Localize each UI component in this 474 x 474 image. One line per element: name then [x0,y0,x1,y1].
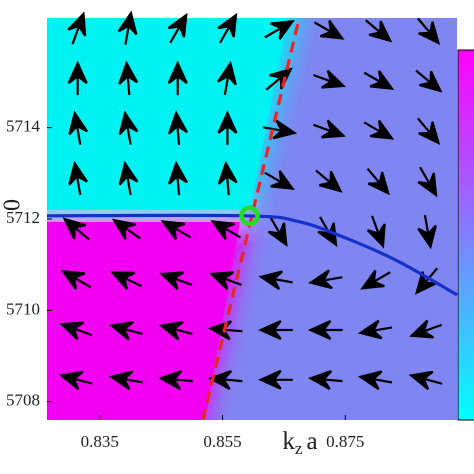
field-arrow [158,321,193,341]
field-arrow [360,269,391,290]
field-arrow [67,11,87,45]
field-arrow [118,160,139,196]
x-axis-label: kz a [282,428,317,458]
field-arrow [313,119,346,139]
field-arrow [167,12,188,44]
field-arrow [208,271,242,291]
field-arrow [366,167,390,196]
field-arrow [67,60,88,96]
x-tick-label: 0.855 [203,432,241,451]
field-arrow [363,70,395,90]
field-arrow [108,370,143,391]
marker-point [239,205,260,227]
field-arrow [111,218,141,240]
field-arrow [308,269,343,290]
field-arrow [409,319,443,339]
field-arrow [307,320,343,341]
field-arrow [167,110,188,145]
x-label-sub: z [295,439,303,458]
field-arrow [217,12,238,44]
field-arrow [109,321,143,341]
field-arrow [118,110,139,145]
field-arrow [417,117,441,145]
field-arrow [417,166,438,198]
field-arrow [59,321,93,341]
field-arrow [408,370,443,391]
field-arrow [264,20,295,40]
field-arrow [117,10,138,45]
x-tick-label: 0.875 [326,432,364,451]
y-tick-label: 5708 [6,391,40,410]
field-arrow [62,217,90,241]
field-arrow [267,216,288,248]
field-arrow [159,271,193,291]
field-arrow [110,271,143,290]
field-arrow [68,160,88,196]
x-tick-label: 0.835 [81,432,119,451]
background [47,18,457,420]
y-tick-label: 5712 [6,208,40,227]
field-arrow [357,319,393,340]
field-arrow [414,267,439,295]
field-arrow [118,60,139,96]
field-arrow [262,119,298,140]
field-arrow [307,370,343,390]
y-tick-label: 5710 [6,299,40,318]
field-arrow [68,110,88,145]
field-arrow [160,220,192,240]
plot-area [46,10,458,421]
x-label-base: k [282,428,295,455]
field-arrow [313,69,346,89]
field-arrow [264,170,295,191]
x-label-rest: a [306,428,317,455]
y-tick-label: 5714 [6,117,41,136]
field-arrow [217,110,238,145]
field-arrow [258,320,293,341]
field-arrow [258,270,293,291]
curve-line [46,213,458,297]
field-arrow [210,220,241,240]
field-arrow [217,160,238,196]
field-arrow [158,370,193,390]
field-arrow [207,370,243,390]
field-arrow [363,119,395,140]
field-arrow [167,160,188,196]
field-arrow [417,215,437,250]
field-arrow [357,370,393,391]
colorbar [457,49,474,421]
field-arrow [313,19,345,40]
field-arrow [417,17,441,45]
field-arrow [366,215,386,249]
dashed-line [201,17,301,421]
field-arrow [365,19,393,43]
field-arrow [315,169,343,193]
field-arrow [258,369,293,390]
y-axis-label: 0 [0,199,26,211]
field-arrow [415,69,443,93]
field-arrow [217,60,237,96]
field-arrow [167,60,188,96]
field-arrow [60,269,92,290]
field-arrow [58,370,93,391]
